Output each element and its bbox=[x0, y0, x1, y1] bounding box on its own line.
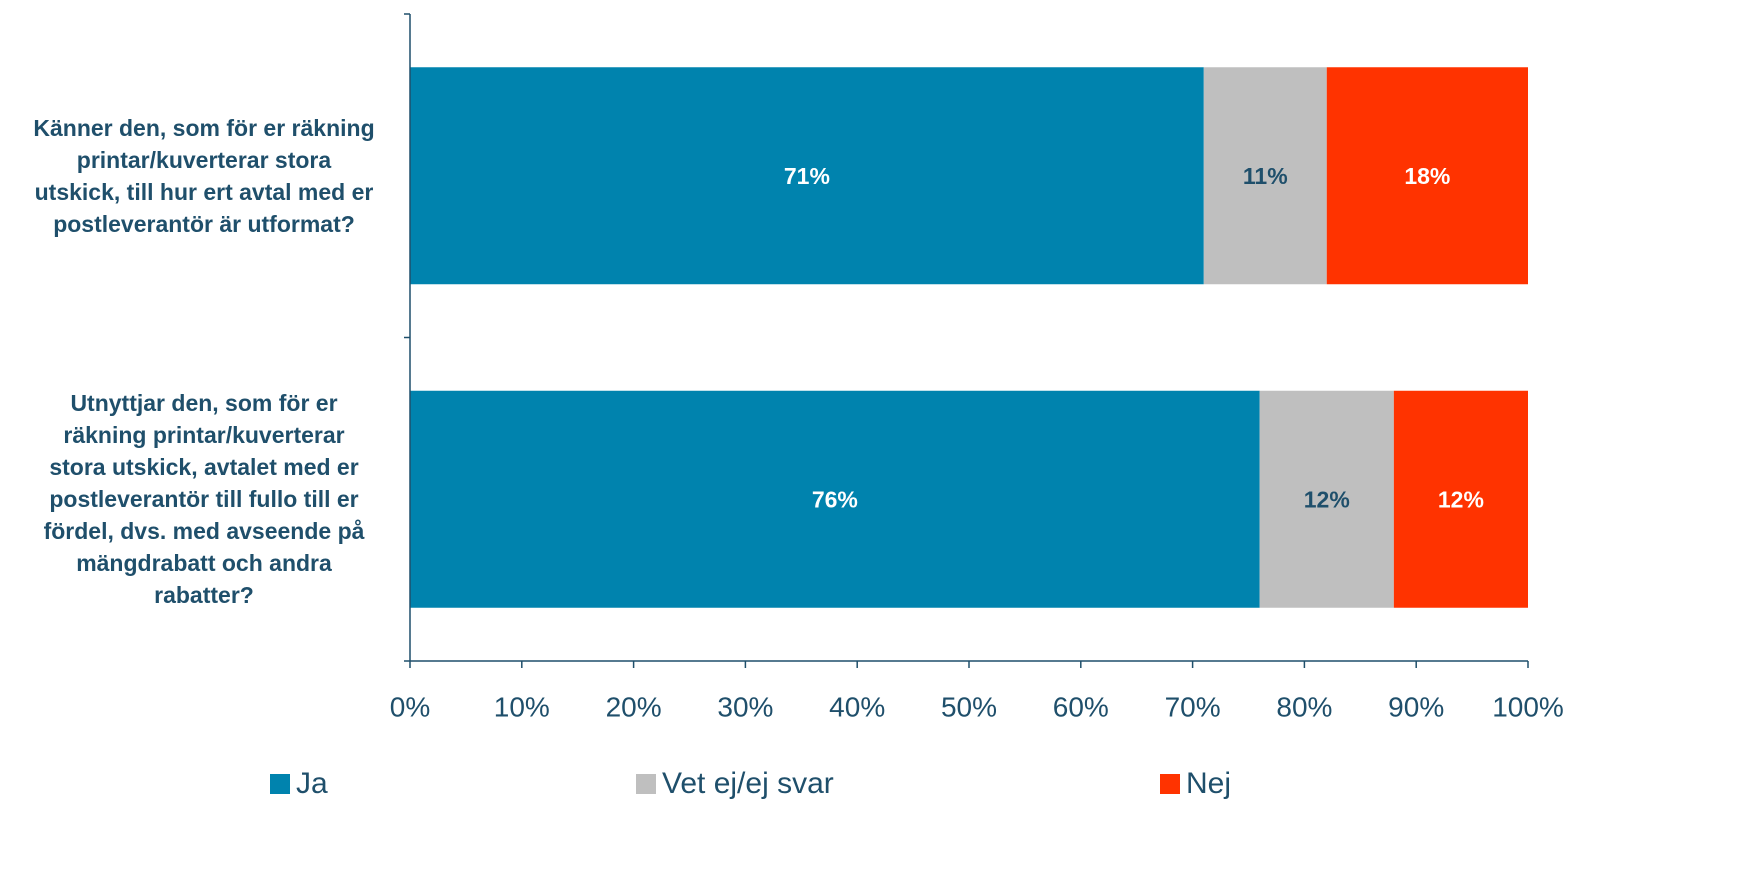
x-tick-label: 50% bbox=[941, 692, 997, 723]
x-tick-label: 10% bbox=[494, 692, 550, 723]
x-tick-label: 90% bbox=[1388, 692, 1444, 723]
category-label: Känner den, som för er räkning printar/ku… bbox=[8, 112, 400, 240]
bar-segment bbox=[410, 390, 1260, 608]
x-tick-label: 80% bbox=[1276, 692, 1332, 723]
x-tick-label: 40% bbox=[829, 692, 885, 723]
bar-segment bbox=[1203, 67, 1327, 285]
x-tick-label: 100% bbox=[1492, 692, 1564, 723]
category-label-line: printar/kuverterar stora bbox=[76, 146, 332, 173]
category-label-line: fördel, dvs. med avseende på bbox=[43, 518, 365, 545]
bar-segment bbox=[1259, 390, 1394, 608]
bar-segment bbox=[410, 67, 1204, 285]
category-label-line: stora utskick, avtalet med er bbox=[49, 454, 359, 481]
legend-item: Nej bbox=[1160, 764, 1231, 804]
legend-item: Vet ej/ej svar bbox=[636, 764, 834, 804]
bar-segment bbox=[1393, 390, 1528, 608]
x-tick-label: 20% bbox=[606, 692, 662, 723]
category-label-line: Känner den, som för er räkning bbox=[33, 114, 375, 141]
data-label: 76% bbox=[812, 486, 858, 512]
data-label: 12% bbox=[1304, 486, 1350, 512]
legend-label: Vet ej/ej svar bbox=[662, 767, 834, 800]
legend-swatch bbox=[270, 774, 290, 794]
legend-item: Ja bbox=[270, 764, 328, 804]
legend-label: Ja bbox=[296, 767, 328, 800]
data-label: 18% bbox=[1404, 163, 1450, 189]
data-label: 71% bbox=[784, 163, 830, 189]
category-label: Utnyttjar den, som för er räkning printar… bbox=[8, 387, 400, 611]
x-tick-label: 60% bbox=[1053, 692, 1109, 723]
category-label-line: rabatter? bbox=[154, 582, 254, 609]
legend-swatch bbox=[1160, 774, 1180, 794]
x-tick-label: 30% bbox=[717, 692, 773, 723]
x-tick-label: 70% bbox=[1165, 692, 1221, 723]
data-label: 12% bbox=[1438, 486, 1484, 512]
category-label-line: postleverantör till fullo till er bbox=[49, 486, 359, 513]
category-label-line: postleverantör är utformat? bbox=[53, 210, 355, 237]
data-label: 11% bbox=[1243, 163, 1288, 189]
category-label-line: Utnyttjar den, som för er bbox=[70, 390, 338, 417]
x-tick-label: 0% bbox=[390, 692, 430, 723]
category-label-line: utskick, till hur ert avtal med er bbox=[34, 178, 374, 205]
category-label-line: mängdrabatt och andra bbox=[76, 550, 332, 577]
category-label-line: räkning printar/kuverterar bbox=[63, 422, 345, 449]
bar-segment bbox=[1326, 67, 1528, 285]
legend-label: Nej bbox=[1186, 767, 1232, 800]
legend-swatch bbox=[636, 774, 656, 794]
